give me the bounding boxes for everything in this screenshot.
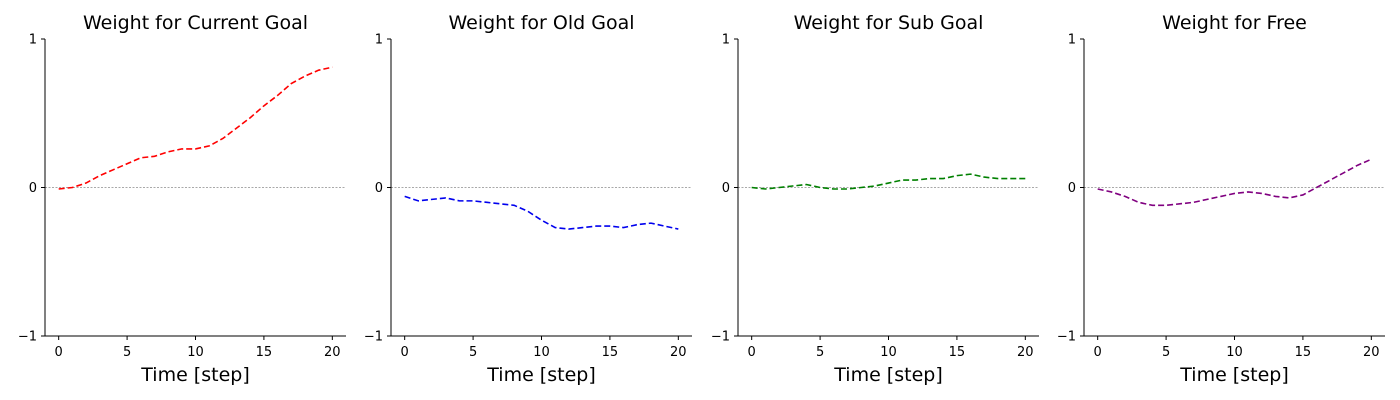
chart-title: Weight for Free	[1162, 12, 1307, 34]
x-tick-label: 20	[670, 345, 687, 360]
y-tick-label: 1	[722, 33, 730, 48]
y-tick-label: −1	[18, 330, 37, 345]
x-tick-label: 15	[949, 345, 966, 360]
x-tick-label: 0	[748, 345, 756, 360]
y-tick-label: 1	[29, 33, 37, 48]
x-tick-label: 20	[324, 345, 341, 360]
x-tick-label: 5	[816, 345, 824, 360]
x-tick-label: 0	[401, 345, 409, 360]
x-tick-label: 10	[187, 345, 204, 360]
x-tick-label: 20	[1017, 345, 1034, 360]
x-tick-label: 10	[880, 345, 897, 360]
series-line	[404, 195, 679, 230]
y-tick-label: 0	[375, 181, 383, 196]
x-axis-label: Time [step]	[1179, 364, 1288, 386]
y-tick-label: −1	[1057, 330, 1076, 345]
x-axis-label: Time [step]	[140, 364, 249, 386]
x-axis-label: Time [step]	[486, 364, 595, 386]
y-tick-label: 1	[1068, 33, 1076, 48]
chart-title: Weight for Old Goal	[448, 12, 634, 34]
x-tick-label: 5	[123, 345, 131, 360]
y-tick-label: 0	[722, 181, 730, 196]
chart-title: Weight for Sub Goal	[794, 12, 984, 34]
y-tick-label: −1	[711, 330, 730, 345]
x-tick-label: 15	[602, 345, 619, 360]
x-tick-label: 0	[1094, 345, 1102, 360]
x-tick-label: 0	[55, 345, 63, 360]
series-line	[58, 66, 333, 190]
series-line	[751, 173, 1026, 190]
y-tick-label: 0	[29, 181, 37, 196]
x-tick-label: 5	[1162, 345, 1170, 360]
x-tick-label: 20	[1363, 345, 1380, 360]
x-tick-label: 15	[256, 345, 273, 360]
x-axis-label: Time [step]	[833, 364, 942, 386]
series-line	[1097, 158, 1372, 207]
x-tick-label: 10	[533, 345, 550, 360]
y-tick-label: 0	[1068, 181, 1076, 196]
x-tick-label: 5	[469, 345, 477, 360]
chart-title: Weight for Current Goal	[83, 12, 308, 34]
x-tick-label: 15	[1295, 345, 1312, 360]
x-tick-label: 10	[1226, 345, 1243, 360]
y-tick-label: −1	[364, 330, 383, 345]
y-tick-label: 1	[375, 33, 383, 48]
